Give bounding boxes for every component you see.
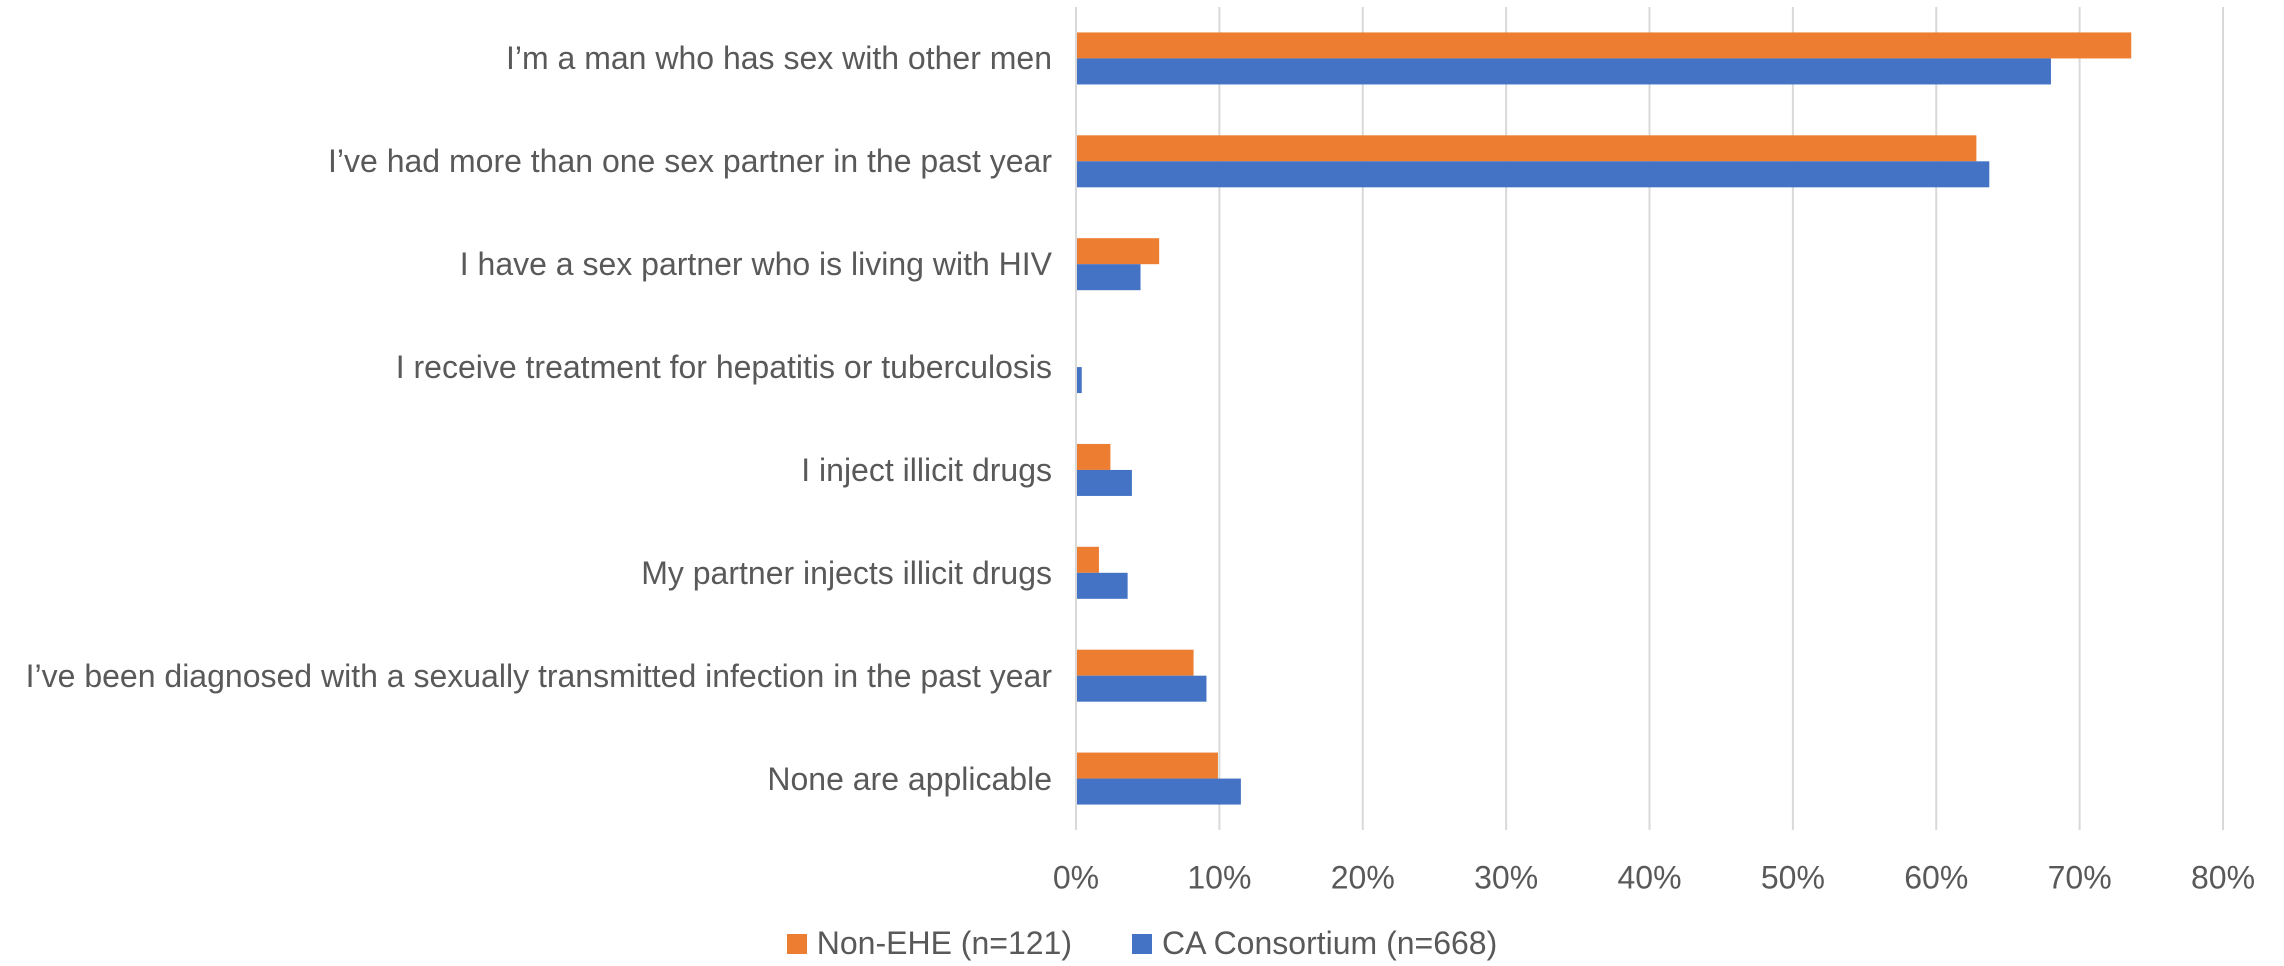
bar (1076, 469, 1132, 496)
bar (1076, 649, 1194, 676)
category-label: I receive treatment for hepatitis or tub… (395, 349, 1052, 386)
bar (1076, 264, 1141, 291)
category-label: I’ve had more than one sex partner in th… (328, 143, 1052, 180)
x-tick-label: 30% (1474, 859, 1538, 895)
legend-swatch (1131, 933, 1152, 954)
legend-swatch (786, 933, 807, 954)
category-label: My partner injects illicit drugs (641, 554, 1052, 591)
category-label: I have a sex partner who is living with … (459, 246, 1052, 283)
bar (1076, 752, 1218, 779)
legend-label: CA Consortium (n=668) (1161, 925, 1498, 961)
bar (1076, 675, 1207, 702)
x-tick-label: 0% (1053, 859, 1099, 895)
bar (1076, 443, 1111, 470)
bar (1076, 238, 1160, 265)
bar (1076, 135, 1977, 162)
x-tick-label: 10% (1187, 859, 1251, 895)
legend-item: Non-EHE (n=121) (786, 925, 1072, 962)
legend-label: Non-EHE (n=121) (816, 925, 1072, 961)
bar (1076, 778, 1241, 805)
bar (1076, 546, 1099, 573)
bar (1076, 161, 1990, 188)
category-label: None are applicable (767, 760, 1052, 797)
legend: Non-EHE (n=121) CA Consortium (n=668) (0, 925, 2284, 962)
x-tick-label: 60% (1904, 859, 1968, 895)
x-tick-label: 40% (1617, 859, 1681, 895)
bar (1076, 367, 1082, 394)
bar (1076, 572, 1128, 599)
category-label: I’m a man who has sex with other men (505, 40, 1052, 77)
x-tick-label: 70% (2048, 859, 2112, 895)
x-tick-label: 20% (1331, 859, 1395, 895)
category-label: I’ve been diagnosed with a sexually tran… (25, 657, 1052, 694)
bar (1076, 58, 2051, 85)
x-tick-label: 80% (2191, 859, 2255, 895)
legend-item: CA Consortium (n=668) (1131, 925, 1498, 962)
x-tick-label: 50% (1761, 859, 1825, 895)
category-label: I inject illicit drugs (801, 451, 1052, 488)
bar (1076, 32, 2132, 59)
